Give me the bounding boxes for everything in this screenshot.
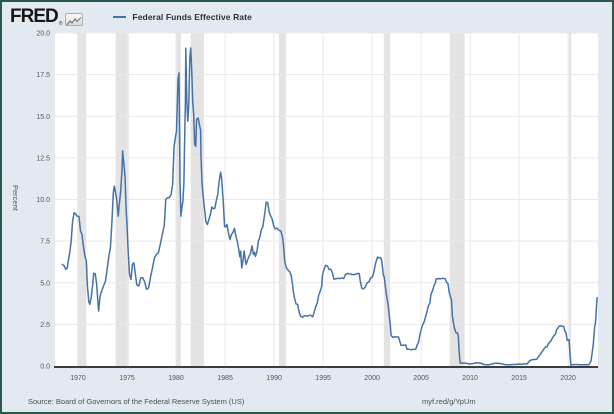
x-tick-label: 2000 bbox=[364, 375, 380, 382]
chart-header: FRED ® Federal Funds Effective Rate bbox=[10, 5, 252, 29]
x-tick-label: 1990 bbox=[266, 375, 282, 382]
x-tick-label: 2010 bbox=[462, 375, 478, 382]
x-tick-label: 2005 bbox=[413, 375, 429, 382]
y-tick-label: 2.5 bbox=[40, 322, 50, 329]
y-tick-label: 17.5 bbox=[36, 72, 50, 79]
x-tick-label: 2015 bbox=[511, 375, 527, 382]
x-tick-label: 1980 bbox=[168, 375, 184, 382]
fred-logo-text: FRED bbox=[10, 6, 59, 27]
sparkline-icon bbox=[65, 13, 84, 26]
legend-line-swatch bbox=[113, 15, 127, 19]
series-line-federal-funds-effective-rate bbox=[61, 47, 598, 366]
y-tick-label: 7.5 bbox=[40, 239, 50, 246]
x-tick-label: 1975 bbox=[119, 375, 135, 382]
short-url-link[interactable]: myf.red/g/YpUm bbox=[422, 397, 476, 406]
x-tick-label: 1995 bbox=[315, 375, 331, 382]
fred-logo[interactable]: FRED ® bbox=[10, 6, 84, 28]
source-note: Source: Board of Governors of the Federa… bbox=[28, 397, 245, 406]
legend: Federal Funds Effective Rate bbox=[113, 12, 252, 22]
chart-footer: Source: Board of Governors of the Federa… bbox=[2, 397, 612, 409]
legend-label: Federal Funds Effective Rate bbox=[132, 12, 252, 22]
x-tick-label: 1970 bbox=[70, 375, 86, 382]
y-axis-title: Percent bbox=[11, 185, 20, 211]
y-tick-label: 5.0 bbox=[40, 280, 50, 287]
registered-trademark: ® bbox=[58, 21, 63, 27]
x-tick-label: 1985 bbox=[217, 375, 233, 382]
y-tick-label: 15.0 bbox=[36, 114, 50, 121]
y-tick-label: 20.0 bbox=[36, 31, 50, 38]
y-tick-label: 0.0 bbox=[40, 364, 50, 371]
y-tick-label: 10.0 bbox=[36, 197, 50, 204]
x-tick-label: 2020 bbox=[560, 375, 576, 382]
y-tick-label: 12.5 bbox=[36, 155, 50, 162]
